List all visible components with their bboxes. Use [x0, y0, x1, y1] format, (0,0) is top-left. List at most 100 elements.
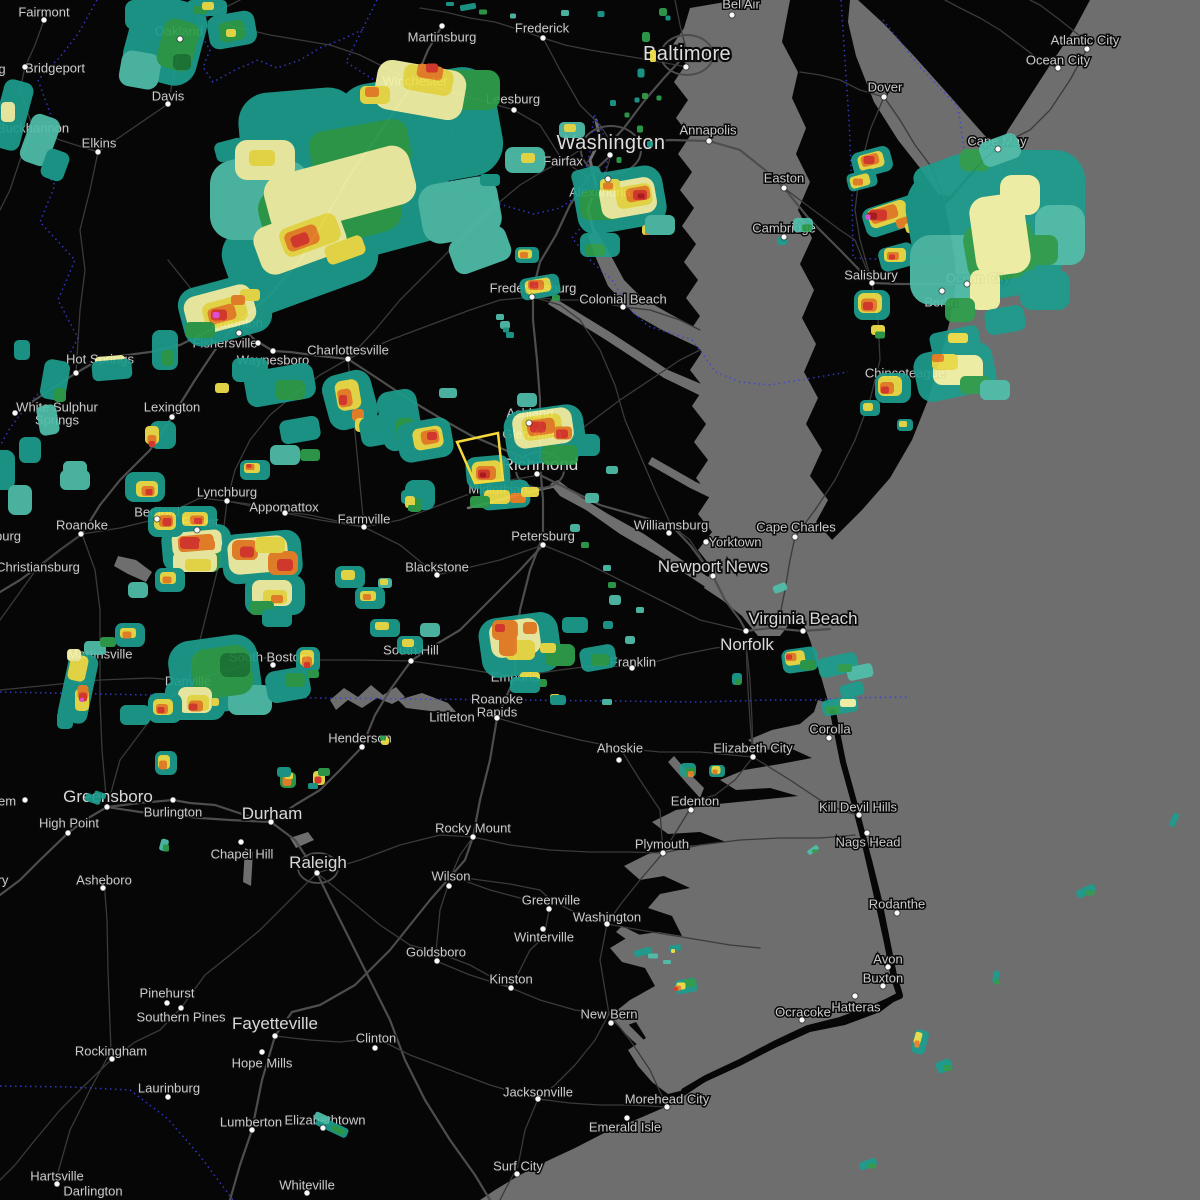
radar-cell: [188, 703, 198, 711]
state-border-nc-sc: [0, 1085, 234, 1200]
radar-cell: [899, 421, 907, 427]
radar-cell: [459, 2, 477, 12]
city-dot-henderson: [358, 743, 366, 751]
jordan-lake: [243, 848, 253, 886]
city-label-norfolk: Norfolk: [720, 635, 774, 654]
radar-cell: [495, 624, 505, 632]
radar-cell: [571, 165, 603, 191]
radar-cell: [881, 386, 889, 394]
city-label-goldsboro: Goldsboro: [406, 945, 466, 960]
city-label-avon: Avon: [873, 952, 902, 967]
radar-cell: [650, 50, 656, 62]
radar-cell: [402, 639, 414, 647]
city-dot-frag-left-em: [21, 796, 29, 804]
radar-cell: [122, 631, 132, 639]
city-dot-cape-charles: [791, 533, 799, 541]
radar-cell: [637, 193, 645, 199]
city-label-lexington: Lexington: [144, 400, 200, 415]
radar-cell: [330, 1124, 346, 1136]
radar-cell: [624, 112, 630, 118]
pungo-lake: [704, 870, 736, 884]
city-label-chapel-hill: Chapel Hill: [211, 847, 274, 862]
radar-cell: [500, 321, 510, 329]
city-label-roanoke: Roanoke: [56, 518, 108, 533]
city-dot-farmville: [360, 523, 368, 531]
storm-warning-polygon[interactable]: [455, 431, 505, 485]
city-label-morehead-city: Morehead City: [625, 1092, 710, 1107]
radar-cell: [279, 415, 321, 445]
radar-cell: [800, 660, 816, 670]
city-label-salisbury: Salisbury: [844, 268, 898, 283]
radar-cell: [603, 565, 611, 571]
city-label-frederick: Frederick: [515, 21, 570, 36]
city-dot-frederick: [539, 34, 547, 42]
radar-cell: [220, 653, 250, 677]
city-dot-bridgeport: [21, 63, 29, 71]
city-dot-davis: [164, 100, 172, 108]
radar-cell: [36, 404, 60, 436]
city-dot-avon: [884, 963, 892, 971]
city-label-virginia-beach: Virginia Beach: [748, 609, 857, 628]
radar-cell: [40, 148, 70, 182]
city-dot-ahoskie: [615, 756, 623, 764]
city-dot-lumberton: [248, 1126, 256, 1134]
city-dot-whiteville: [303, 1189, 311, 1197]
radar-cell: [581, 542, 589, 548]
delaware-bay: [848, 0, 996, 196]
radar-cell: [484, 490, 510, 504]
city-label-rockingham: Rockingham: [75, 1044, 147, 1059]
city-dot-south-hill: [407, 657, 415, 665]
city-label-franklin: Franklin: [610, 655, 656, 670]
us17-nc-south: [499, 923, 610, 1200]
radar-cell: [100, 637, 116, 647]
radar-cell: [863, 403, 873, 411]
wilson-locals: [435, 836, 552, 953]
radar-cell: [277, 767, 291, 777]
radar-cell: [93, 790, 107, 800]
radar-cell: [838, 664, 852, 672]
city-label-colonial-beach: Colonial Beach: [579, 292, 666, 307]
city-label-nags-head: Nags Head: [835, 835, 900, 850]
radar-cell: [1000, 175, 1040, 215]
state-border-wv-va-north-potomac: [345, 0, 849, 386]
city-label-plymouth: Plymouth: [635, 837, 689, 852]
radar-cell: [427, 432, 437, 440]
radar-cell: [1168, 812, 1180, 828]
radar-cell: [637, 125, 643, 133]
city-label-charlottesville: Charlottesville: [307, 343, 389, 358]
city-label-hope-mills: Hope Mills: [232, 1056, 293, 1071]
radar-cell: [470, 496, 490, 508]
radar-cell: [984, 304, 1026, 336]
radar-cell: [418, 176, 502, 244]
radar-cell: [57, 711, 73, 729]
city-label-buxton: Buxton: [863, 971, 903, 986]
us17-va: [532, 296, 714, 577]
radar-cell: [277, 559, 293, 571]
radar-cell: [480, 472, 486, 478]
city-dot-colonial-beach: [619, 303, 627, 311]
city-dot-hatteras: [851, 992, 859, 1000]
city-dot-hartsville: [53, 1180, 61, 1188]
radar-cell: [199, 540, 215, 550]
radar-cell: [674, 987, 678, 991]
james-river: [550, 480, 752, 610]
radar-cell: [610, 100, 616, 106]
city-dot-fredericksburg: [528, 293, 536, 301]
christiansburg-locals: [0, 259, 365, 621]
city-label-lumberton: Lumberton: [220, 1115, 282, 1130]
radar-cell: [339, 395, 347, 405]
radar-cell: [642, 32, 650, 42]
city-dot-fishersville: [254, 339, 262, 347]
radar-cell: [125, 0, 175, 30]
radar-cell: [510, 13, 516, 19]
radar-cell: [517, 393, 537, 407]
radar-cell: [408, 505, 416, 511]
radar-cell: [149, 441, 155, 447]
city-label-laurinburg: Laurinburg: [138, 1081, 200, 1096]
city-label-durham: Durham: [242, 804, 302, 823]
radar-cell: [602, 699, 612, 705]
radar-cell: [185, 322, 215, 338]
atlantic-ocean: [480, 0, 1200, 1200]
